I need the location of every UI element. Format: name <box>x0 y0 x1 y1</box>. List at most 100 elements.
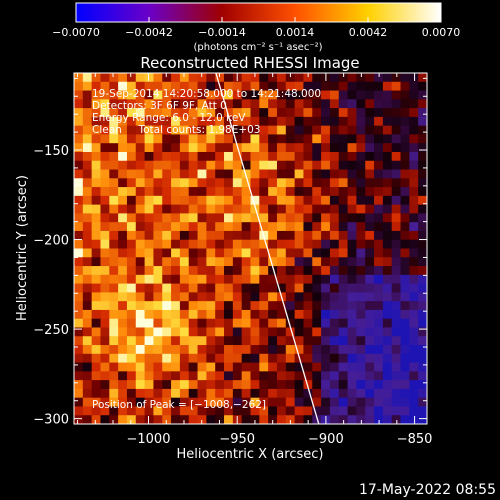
heatmap-cell <box>162 380 172 390</box>
heatmap-cell <box>268 353 278 363</box>
heatmap-cell <box>276 327 287 337</box>
heatmap-cell <box>250 336 260 346</box>
heatmap-cell <box>82 274 93 285</box>
heatmap-cell <box>206 239 216 249</box>
heatmap-cell <box>206 178 216 188</box>
heatmap-cell <box>321 397 331 407</box>
heatmap-cell <box>365 213 375 223</box>
heatmap-cell <box>153 108 163 118</box>
heatmap-cell <box>162 327 172 337</box>
heatmap-cell <box>224 266 234 276</box>
heatmap-cell <box>215 195 225 206</box>
heatmap-cell <box>338 125 348 135</box>
heatmap-cell <box>144 125 154 135</box>
heatmap-cell <box>118 81 128 91</box>
heatmap-cell <box>224 125 234 135</box>
heatmap-cell <box>215 345 225 355</box>
heatmap-cell <box>409 362 419 372</box>
heatmap-cell <box>241 81 251 91</box>
heatmap-cell <box>144 380 154 390</box>
heatmap-cell <box>126 309 137 320</box>
heatmap-cell <box>241 125 251 135</box>
heatmap-cell <box>356 169 366 179</box>
heatmap-cell <box>215 283 225 293</box>
heatmap-cell <box>329 353 340 363</box>
heatmap-cell <box>321 134 331 144</box>
heatmap-cell <box>179 222 190 232</box>
heatmap-cell <box>338 415 348 424</box>
heatmap-cell <box>206 99 216 109</box>
heatmap-cell <box>365 415 375 424</box>
heatmap-cell <box>259 187 269 197</box>
heatmap-cell <box>356 327 366 337</box>
heatmap-cell <box>197 292 207 302</box>
heatmap-cell <box>365 353 375 363</box>
heatmap-cell <box>118 134 128 144</box>
heatmap-cell <box>374 204 384 214</box>
heatmap-cell <box>294 169 304 179</box>
annotation-clean-counts: Clean Total counts: 1.98E+03 <box>92 124 261 136</box>
heatmap-cell <box>162 257 172 267</box>
heatmap-cell <box>100 116 110 127</box>
heatmap-cell <box>74 345 84 355</box>
heatmap-cell <box>153 327 163 337</box>
heatmap-cell <box>374 230 384 241</box>
heatmap-cell <box>188 204 198 214</box>
heatmap-cell <box>365 388 375 399</box>
heatmap-cell <box>162 160 172 170</box>
heatmap-cell <box>232 248 243 258</box>
heatmap-cell <box>144 108 154 118</box>
annotation-time-range: 19-Sep-2014 14:20:58.000 to 14:21:48.000 <box>92 88 321 100</box>
heatmap-cell <box>197 301 207 311</box>
heatmap-cell <box>409 415 419 424</box>
heatmap-cell <box>356 116 366 127</box>
heatmap-cell <box>74 178 84 188</box>
heatmap-cell <box>135 274 145 285</box>
heatmap-cell <box>303 353 313 363</box>
heatmap-cell <box>312 125 322 135</box>
heatmap-cell <box>171 125 181 135</box>
heatmap-cell <box>409 371 419 381</box>
heatmap-cell <box>232 274 243 285</box>
heatmap-cell <box>418 274 427 285</box>
heatmap-cell <box>365 230 375 241</box>
heatmap-cell <box>312 178 322 188</box>
heatmap-cell <box>144 116 154 127</box>
heatmap-cell <box>109 362 119 372</box>
heatmap-cell <box>126 134 137 144</box>
heatmap-cell <box>391 230 401 241</box>
heatmap-cell <box>418 292 427 302</box>
heatmap-cell <box>329 90 340 100</box>
heatmap-cell <box>250 239 260 249</box>
heatmap-cell <box>382 353 393 363</box>
heatmap-cell <box>382 151 393 162</box>
heatmap-cell <box>294 73 304 83</box>
heatmap-cell <box>356 134 366 144</box>
heatmap-cell <box>82 380 93 390</box>
heatmap-cell <box>188 239 198 249</box>
heatmap-cell <box>197 353 207 363</box>
heatmap-cell <box>224 415 234 424</box>
heatmap-cell <box>391 125 401 135</box>
heatmap-cell <box>356 362 366 372</box>
heatmap-cell <box>224 230 234 241</box>
heatmap-cell <box>100 292 110 302</box>
heatmap-cell <box>232 380 243 390</box>
heatmap-cell <box>312 283 322 293</box>
heatmap-cell <box>276 397 287 407</box>
heatmap-cell <box>374 345 384 355</box>
heatmap-cell <box>188 160 198 170</box>
heatmap-cell <box>241 397 251 407</box>
heatmap-cell <box>215 125 225 135</box>
heatmap-cell <box>179 318 190 328</box>
heatmap-cell <box>259 327 269 337</box>
heatmap-cell <box>382 73 393 83</box>
heatmap-cell <box>312 266 322 276</box>
heatmap-cell <box>418 239 427 249</box>
heatmap-cell <box>82 362 93 372</box>
heatmap-cell <box>356 239 366 249</box>
heatmap-cell <box>171 169 181 179</box>
heatmap-cell <box>232 195 243 206</box>
heatmap-cell <box>382 248 393 258</box>
